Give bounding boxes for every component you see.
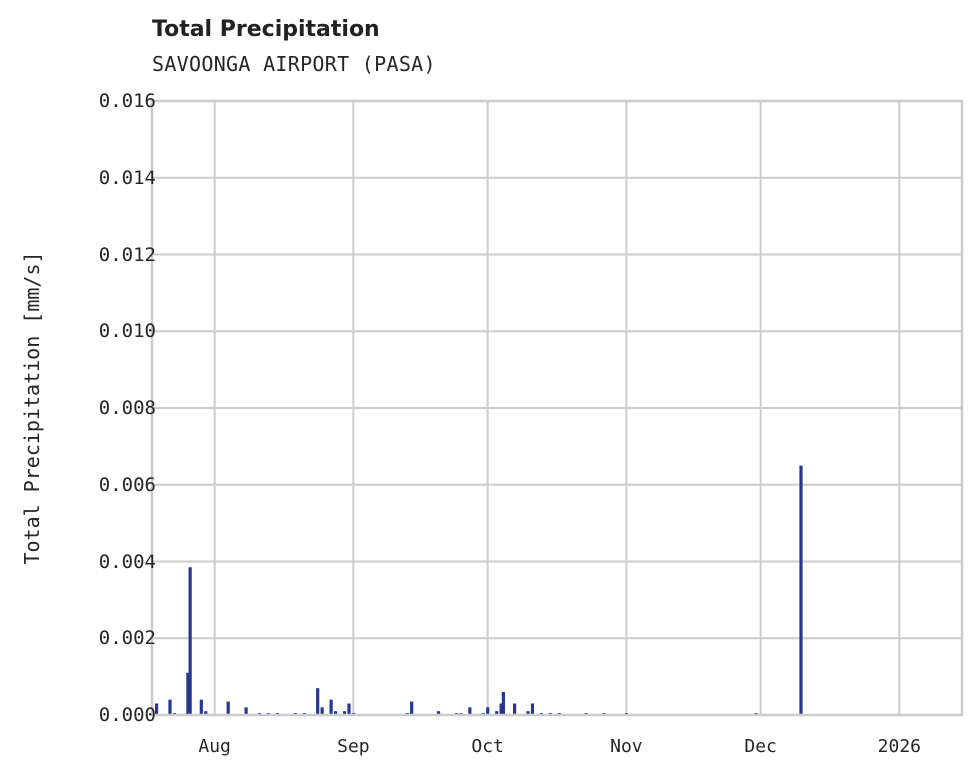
x-tick-label: 2026 bbox=[877, 736, 922, 757]
precip-bar bbox=[436, 711, 441, 715]
y-tick-label: 0.012 bbox=[98, 243, 156, 266]
precip-bar bbox=[316, 688, 320, 715]
x-tick-label: Oct bbox=[471, 736, 504, 757]
x-tick-label: Aug bbox=[198, 736, 231, 757]
y-tick-label: 0.006 bbox=[98, 473, 156, 496]
precip-bar bbox=[186, 672, 190, 715]
precip-bar bbox=[512, 703, 517, 715]
precip-bar bbox=[410, 701, 414, 715]
y-tick-label: 0.016 bbox=[98, 90, 156, 112]
x-tick-label: Sep bbox=[337, 736, 370, 757]
precip-bar bbox=[168, 699, 172, 715]
precip-bar bbox=[244, 707, 248, 715]
precip-bar bbox=[329, 699, 333, 715]
axes-frame bbox=[150, 99, 964, 717]
y-tick-label: 0.010 bbox=[98, 320, 156, 343]
chart-title: Total Precipitation bbox=[152, 17, 380, 42]
precip-bar bbox=[530, 703, 535, 715]
chart-subtitle: SAVOONGA AIRPORT (PASA) bbox=[152, 52, 436, 76]
y-tick-label: 0.000 bbox=[98, 704, 156, 726]
precip-bar bbox=[347, 703, 351, 715]
y-tick-label: 0.004 bbox=[98, 550, 156, 573]
precip-bar bbox=[495, 711, 499, 715]
precip-bar bbox=[342, 711, 347, 715]
precip-bar bbox=[799, 465, 803, 715]
precip-bar bbox=[486, 707, 490, 715]
precip-bar bbox=[199, 699, 203, 715]
precip-bar bbox=[320, 707, 324, 715]
precip-bar bbox=[333, 711, 338, 715]
y-tick-label: 0.002 bbox=[98, 627, 156, 650]
precip-bar bbox=[226, 701, 230, 715]
y-tick-label: 0.014 bbox=[98, 166, 156, 189]
x-tick-label: Nov bbox=[610, 736, 643, 757]
x-tick-label: Dec bbox=[744, 736, 777, 757]
precip-bar bbox=[499, 703, 503, 715]
precip-bar bbox=[204, 711, 208, 715]
precip-bar bbox=[501, 691, 505, 715]
y-tick-label: 0.008 bbox=[98, 397, 156, 419]
precip-bar bbox=[188, 567, 192, 715]
precip-bar bbox=[526, 711, 530, 715]
precip-bar bbox=[154, 703, 159, 715]
precip-bar bbox=[468, 707, 472, 715]
